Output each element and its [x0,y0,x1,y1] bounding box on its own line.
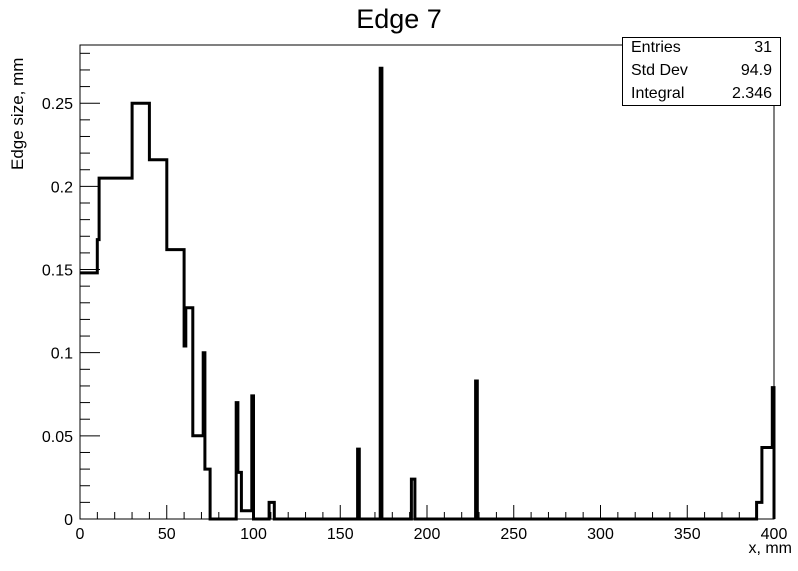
x-tick-label: 250 [500,526,527,543]
tick-labels: 0 50 100 150 200 250 300 350 400 0 0.05 0.1 0.15 0.2 0… [42,96,788,543]
y-tick-label: 0.05 [42,429,73,446]
stats-box: Entries 31 Std Dev 94.9 Integral 2.346 [622,37,781,106]
stats-row-integral: Integral 2.346 [631,85,772,107]
x-axis-label: x, mm [748,540,792,557]
x-tick-label: 150 [327,526,354,543]
histogram-series [80,66,776,521]
stats-label: Entries [631,39,681,56]
x-tick-label: 200 [414,526,441,543]
x-tick-label: 350 [674,526,701,543]
stats-row-entries: Entries 31 [631,39,772,61]
x-tick-label: 300 [587,526,614,543]
x-tick-label: 0 [76,526,85,543]
x-tick-label: 100 [240,526,267,543]
y-tick-label: 0.1 [51,346,73,363]
y-tick-label: 0 [64,512,73,529]
stats-value: 31 [754,39,772,56]
x-tick-label: 400 [761,526,788,543]
stats-value: 2.346 [731,85,772,102]
chart-title: Edge 7 [356,4,442,34]
y-tick-label: 0.2 [51,179,73,196]
stats-value: 94.9 [740,62,772,79]
y-tick-label: 0.25 [42,96,73,113]
histogram-line [80,66,776,521]
stats-label: Std Dev [631,62,688,79]
x-tick-label: 50 [158,526,176,543]
stats-label: Integral [631,85,685,102]
y-axis-label: Edge size, mm [8,57,27,170]
y-tick-label: 0.15 [42,263,73,280]
stats-row-stddev: Std Dev 94.9 [631,62,772,84]
